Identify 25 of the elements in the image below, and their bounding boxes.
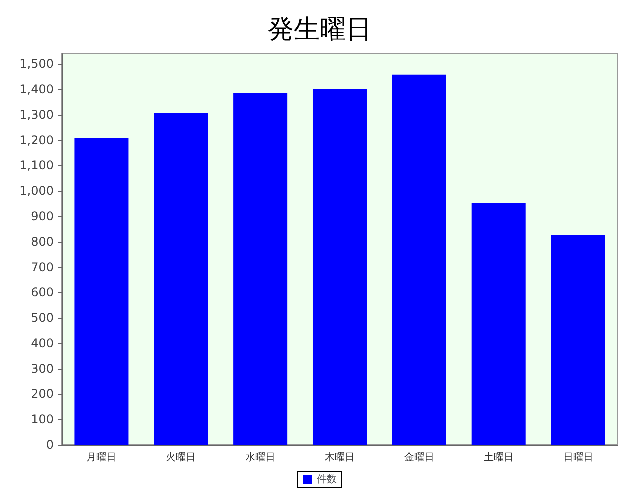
x-tick-label: 土曜日: [484, 452, 514, 464]
y-tick-label: 1,000: [20, 184, 54, 198]
x-tick-label: 金曜日: [404, 452, 434, 464]
x-tick-label: 水曜日: [246, 452, 276, 464]
y-tick-label: 900: [31, 209, 54, 224]
y-tick-label: 800: [31, 234, 54, 249]
y-tick-label: 1,100: [20, 158, 54, 173]
y-tick-label: 0: [46, 438, 54, 452]
y-tick-label: 200: [31, 387, 54, 402]
y-tick-label: 1,300: [20, 108, 54, 122]
x-tick-label: 火曜日: [166, 452, 196, 464]
chart-title: 発生曜日: [268, 15, 372, 45]
x-tick-label: 日曜日: [563, 452, 594, 464]
y-tick-label: 100: [31, 412, 54, 427]
y-tick-label: 1,400: [20, 82, 54, 97]
y-tick-label: 300: [31, 362, 54, 376]
y-tick-label: 1,500: [20, 57, 54, 72]
y-tick-label: 1,200: [20, 133, 54, 148]
y-tick-label: 700: [31, 260, 54, 274]
legend-label: 件数: [317, 474, 337, 486]
x-tick-label: 木曜日: [325, 452, 355, 464]
y-tick-label: 400: [31, 336, 54, 350]
y-tick-label: 600: [31, 286, 54, 300]
x-tick-label: 月曜日: [86, 452, 117, 464]
y-tick-label: 500: [31, 311, 54, 326]
